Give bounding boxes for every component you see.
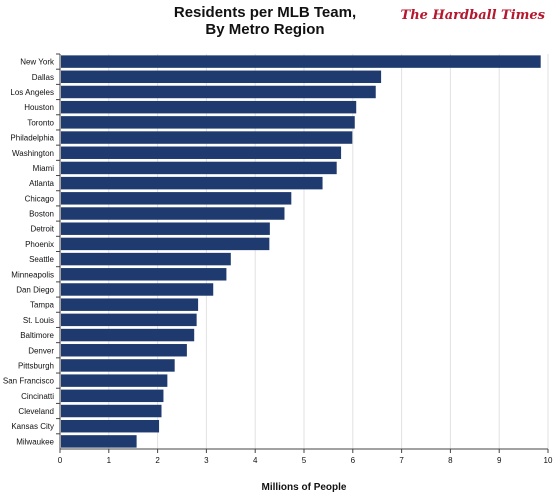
y-tick-label: New York (20, 58, 55, 67)
bar (61, 389, 164, 403)
x-tick-label: 2 (155, 456, 160, 465)
bar (61, 55, 541, 68)
y-tick-label: Los Angeles (10, 88, 54, 97)
bar (61, 176, 323, 190)
y-tick-label: Kansas City (11, 422, 54, 431)
x-tick-label: 6 (351, 456, 356, 465)
bar (61, 146, 342, 159)
bar (61, 85, 376, 99)
y-tick-label: Minneapolis (11, 270, 54, 279)
y-tick-label: Tampa (30, 301, 55, 310)
bar (61, 298, 199, 311)
bar (61, 435, 137, 448)
x-tick-label: 0 (58, 456, 63, 465)
y-tick-label: Seattle (29, 255, 54, 264)
x-tick-label: 1 (107, 456, 112, 465)
y-tick-label: Washington (12, 149, 54, 158)
bar (61, 192, 292, 205)
y-tick-label: Dan Diego (16, 285, 54, 294)
y-tick-label: Cleveland (18, 407, 54, 416)
x-tick-label: 5 (302, 456, 307, 465)
y-tick-label: Baltimore (20, 331, 54, 340)
bar (61, 116, 355, 129)
y-tick-label: Pittsburgh (18, 361, 54, 370)
y-tick-label: Toronto (27, 118, 54, 127)
brand-logo: The Hardball Times (400, 8, 545, 23)
bar (61, 268, 227, 281)
x-tick-label: 10 (544, 456, 553, 465)
y-tick-label: Atlanta (29, 179, 54, 188)
y-tick-label: Chicago (25, 194, 55, 203)
bar (61, 344, 187, 357)
x-tick-label: 4 (253, 456, 258, 465)
bar (61, 404, 162, 418)
chart-title: Residents per MLB Team, By Metro Region (0, 4, 530, 38)
bar (61, 313, 197, 327)
bar (61, 237, 270, 251)
x-tick-label: 7 (399, 456, 404, 465)
chart-title-line1: Residents per MLB Team, (173, 4, 357, 21)
y-tick-label: San Francisco (3, 377, 55, 386)
y-tick-label: Dallas (32, 73, 54, 82)
x-tick-label: 3 (204, 456, 209, 465)
bar (61, 222, 270, 235)
bar (61, 161, 337, 175)
y-tick-label: Houston (24, 103, 54, 112)
y-tick-label: Boston (29, 210, 54, 219)
bar (61, 328, 195, 342)
y-tick-label: Denver (28, 346, 54, 355)
y-tick-label: Miami (33, 164, 55, 173)
x-tick-label: 8 (448, 456, 453, 465)
bar (61, 100, 357, 114)
y-tick-label: Milwaukee (16, 437, 54, 446)
bar (61, 70, 382, 84)
bar (61, 131, 353, 144)
x-axis-label: Millions of People (261, 482, 347, 493)
y-tick-label: Philadelphia (10, 134, 54, 143)
bar (61, 359, 175, 372)
bar (61, 374, 168, 387)
bar (61, 252, 231, 266)
bar (61, 207, 285, 220)
y-tick-label: St. Louis (23, 316, 54, 325)
x-tick-label: 9 (497, 456, 502, 465)
y-tick-label: Cincinatti (21, 392, 54, 401)
y-tick-label: Phoenix (25, 240, 54, 249)
y-tick-label: Detroit (30, 225, 54, 234)
bar (61, 419, 160, 433)
bar (61, 283, 214, 296)
chart-title-line2: By Metro Region (205, 21, 325, 38)
